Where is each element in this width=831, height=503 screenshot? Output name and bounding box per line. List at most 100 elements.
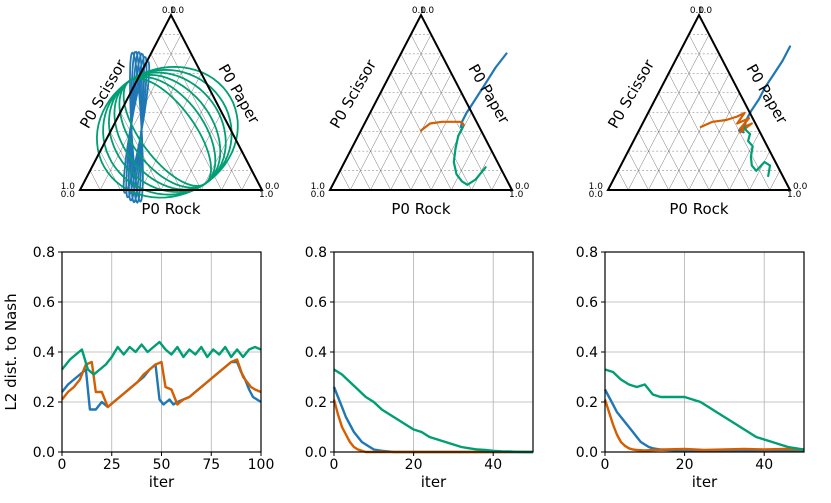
y-tick-label: 0.4 [33,345,55,361]
axis-label-right: P0 Paper [215,61,264,128]
series-line-blue [332,386,533,454]
grid-line [668,73,730,191]
grid-line [451,131,482,191]
y-tick-label: 0.0 [576,445,598,461]
corner-tick-top: 0.0 [690,6,705,16]
corner-tick-right-b: 1.0 [787,190,802,200]
corner-tick-left: 1.0 [589,182,604,192]
x-tick-label: 50 [153,457,171,473]
corner-tick-right-b: 1.0 [259,190,274,200]
corner-tick-right: 0.0 [793,182,808,192]
corner-tick-top: 0.0 [412,6,427,16]
series-orbit-green [95,65,239,199]
grid-line [130,92,182,191]
grid-line [658,92,710,191]
series-line-green [604,368,805,451]
series-line-green [743,125,772,178]
corner-tick-top-b: 1.0 [420,6,435,16]
y-tick-label: 0.6 [576,295,598,311]
x-tick-label: 0 [601,457,610,473]
y-tick-label: 0.8 [576,245,598,261]
grid-line [628,150,649,191]
corner-tick-left: 1.0 [311,182,326,192]
grid-line [390,73,452,191]
series-orbit-blue [127,52,145,202]
corner-tick-right: 0.0 [515,182,530,192]
line-plot-1: 0 25 50 75 100 0.0 0.2 0.4 0.6 0.8 iter L2 dist. to… [2,245,274,491]
y-tick-label: 0.0 [305,445,327,461]
grid-line [370,53,442,191]
triangle-frame [328,12,514,191]
grid-line [410,92,462,191]
y-axis-label: L2 dist. to Nash [2,293,20,410]
corner-tick-left-b: 0.0 [61,190,76,200]
grid-line [410,34,492,191]
x-tick-label: 20 [405,457,423,473]
grid-line [638,131,669,191]
series-line-blue [61,360,262,411]
grid-line [380,92,432,191]
grid-line [688,34,770,191]
corner-tick-left-b: 0.0 [589,190,604,200]
x-tick-label: 40 [755,457,773,473]
y-tick-label: 0.2 [33,395,55,411]
x-axis-label: iter [149,473,175,491]
grid-line [350,150,371,191]
grid-line [370,112,412,191]
corner-tick-left: 1.0 [61,182,76,192]
series-line-orange [699,111,753,134]
x-tick-label: 40 [484,457,502,473]
axis-label-right: P0 Paper [465,61,514,128]
grid-line [729,131,760,191]
series-line-green [452,125,487,186]
axis-label-left: P0 Scissor [604,56,658,132]
grid-line [648,112,690,191]
x-tick-label: 0 [58,457,67,473]
series-line-blue [603,388,804,453]
y-tick-label: 0.4 [305,345,327,361]
x-tick-label: 0 [330,457,339,473]
x-axis-label: iter [692,473,718,491]
grid-line [89,170,101,191]
series-line-green [333,368,533,454]
grid-line [491,170,503,191]
axis-label-left: P0 Scissor [326,56,380,132]
grid-line [140,73,202,191]
grid-line [339,170,351,191]
corner-tick-top-b: 1.0 [698,6,713,16]
corner-tick-top-b: 1.0 [170,6,185,16]
series-line-orange [61,358,262,409]
y-tick-label: 0.4 [576,345,598,361]
x-tick-label: 25 [103,457,121,473]
x-tick-label: 20 [676,457,694,473]
x-tick-label: 75 [202,457,220,473]
corner-tick-right-b: 1.0 [509,190,524,200]
corner-tick-left-b: 0.0 [311,190,326,200]
grid-line [241,170,253,191]
series-orbit-blue [125,55,148,199]
y-tick-label: 0.6 [33,295,55,311]
axis-label-bottom: P0 Rock [669,200,729,218]
grid-line [648,53,720,191]
x-tick-label: 100 [248,457,275,473]
grid-line [769,170,781,191]
grid-line [617,170,629,191]
series-line-orange [419,120,465,132]
axis-label-bottom: P0 Rock [391,200,451,218]
line-plot-3: 0 20 40 0.0 0.2 0.4 0.6 0.8 iter [576,245,805,491]
triangle-frame [606,12,792,191]
series-line-orange [603,399,805,452]
axis-label-bottom: P0 Rock [141,200,201,218]
y-tick-label: 0.8 [33,245,55,261]
corner-tick-top: 0.0 [162,6,177,16]
triangle-frame [78,12,264,191]
corner-tick-right: 0.0 [265,182,280,192]
y-tick-label: 0.6 [305,295,327,311]
y-tick-label: 0.2 [576,395,598,411]
x-axis-label: iter [421,473,447,491]
grid-line [688,92,740,191]
